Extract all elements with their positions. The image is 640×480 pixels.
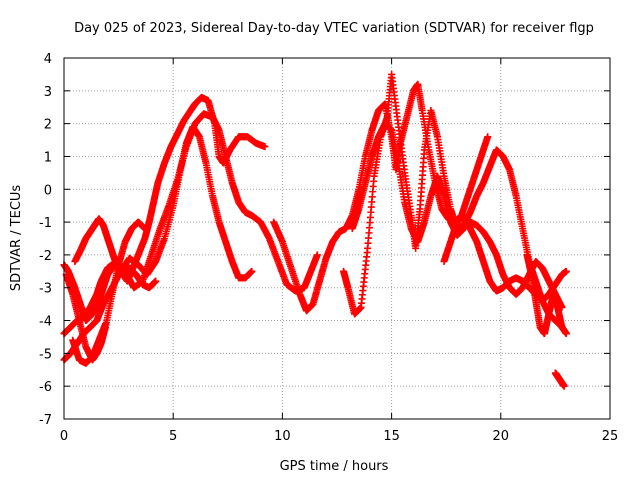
y-tick-label: -2 [39, 249, 52, 264]
series-track-10 [440, 212, 570, 305]
data-point [484, 133, 492, 141]
x-tick-label: 10 [274, 429, 291, 444]
data-point [562, 267, 570, 275]
axis-ticks: 0 5 10 15 20 25 -7 -6 -5 -4 -3 -2 -1 0 1 2 3 4 [39, 52, 618, 444]
data-point [560, 382, 568, 390]
y-tick-label: -3 [39, 282, 52, 297]
data-points [60, 70, 570, 390]
y-tick-label: -5 [39, 347, 52, 362]
y-tick-label: -6 [39, 380, 52, 395]
data-point [562, 330, 570, 338]
x-tick-label: 25 [602, 429, 619, 444]
data-point [152, 277, 160, 285]
grid-lines [64, 58, 610, 419]
y-tick-label: -7 [39, 413, 52, 428]
series-track-7 [270, 80, 492, 315]
series-track-6 [69, 320, 109, 367]
series-track-11 [523, 251, 570, 338]
y-axis-label: SDTVAR / TECUs [9, 185, 24, 292]
chart-title: Day 025 of 2023, Sidereal Day-to-day VTE… [74, 21, 594, 36]
x-tick-label: 0 [60, 429, 68, 444]
x-tick-label: 15 [383, 429, 400, 444]
series-track-12 [551, 369, 568, 390]
y-tick-label: -4 [39, 315, 52, 330]
y-tick-label: 3 [44, 85, 52, 100]
x-tick-label: 5 [169, 429, 177, 444]
y-tick-label: 2 [44, 118, 52, 133]
y-tick-label: 0 [44, 183, 52, 198]
y-tick-label: -1 [39, 216, 52, 231]
x-tick-label: 20 [493, 429, 510, 444]
data-point [261, 143, 269, 151]
y-tick-label: 1 [44, 150, 52, 165]
data-point [248, 267, 256, 275]
data-point [313, 251, 321, 259]
data-point [101, 320, 109, 328]
y-tick-label: 4 [44, 52, 52, 67]
series-track-5 [71, 215, 160, 292]
data-point [141, 225, 149, 233]
x-axis-label: GPS time / hours [280, 459, 389, 474]
plot-frame [63, 57, 611, 420]
